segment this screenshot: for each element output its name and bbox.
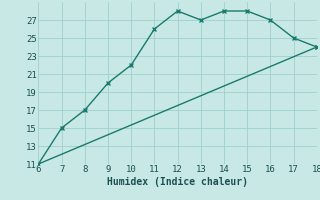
X-axis label: Humidex (Indice chaleur): Humidex (Indice chaleur): [107, 177, 248, 187]
